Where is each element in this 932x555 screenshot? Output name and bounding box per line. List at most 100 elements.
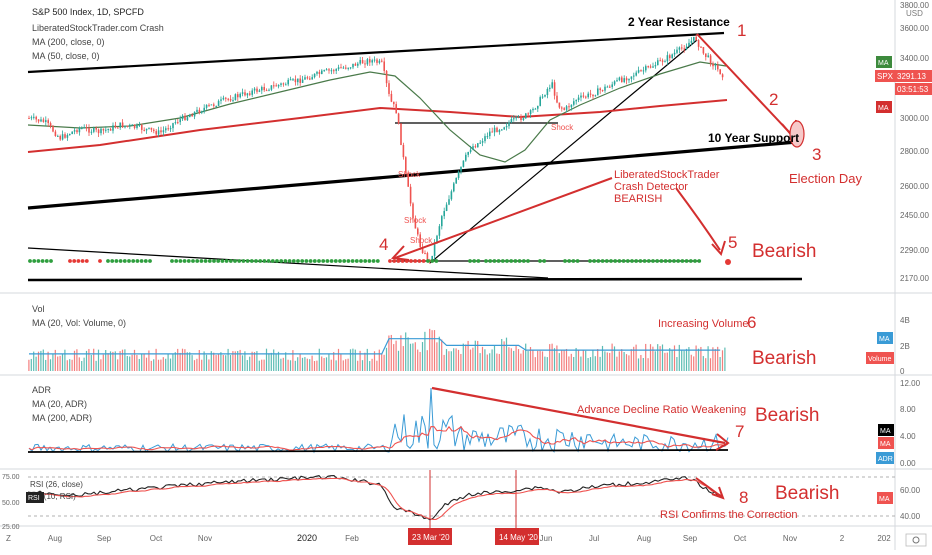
volume-bar — [169, 358, 172, 371]
volume-bar — [373, 351, 376, 371]
annotation-3: 3 — [812, 145, 821, 164]
candle-body — [93, 127, 95, 132]
volume-bar — [287, 359, 289, 371]
candle-body — [95, 127, 97, 130]
shock-label-2: Shock — [404, 216, 427, 225]
crash-dot — [563, 259, 567, 263]
volume-bar — [645, 343, 647, 371]
gear-icon[interactable] — [912, 536, 920, 544]
volume-bar — [383, 354, 385, 371]
candle-body — [273, 85, 275, 87]
timezone-corner[interactable]: Z — [6, 534, 11, 543]
candle-body — [138, 124, 141, 126]
candle-body — [174, 122, 177, 124]
candle-body — [673, 52, 676, 55]
candle-body — [306, 77, 309, 79]
volume-bar — [33, 351, 35, 371]
volume-bar — [717, 346, 719, 371]
candle-body — [289, 79, 292, 81]
candle-body — [136, 125, 138, 128]
crash-dot — [317, 259, 321, 263]
candle-body — [443, 211, 445, 217]
candle-body — [318, 71, 321, 74]
candle-body — [179, 119, 181, 123]
time-label: 202 — [877, 534, 891, 543]
volume-bar — [376, 360, 378, 371]
volume-bar — [541, 351, 544, 371]
candle-body — [121, 122, 124, 128]
volume-bar — [280, 358, 282, 371]
candle-body — [196, 109, 198, 112]
crash-dot — [484, 259, 488, 263]
volume-bar — [162, 357, 164, 371]
crash-dot — [697, 259, 702, 263]
volume-bar — [707, 346, 709, 371]
marker-1-badge — [408, 528, 452, 545]
candle-body — [155, 131, 157, 135]
price-tick-label: 2450.00 — [900, 211, 929, 220]
volume-badge-text: Volume — [868, 356, 891, 363]
candle-body — [465, 154, 467, 161]
candle-body — [71, 131, 73, 135]
candle-body — [568, 106, 570, 108]
volume-bar — [141, 353, 143, 371]
crash-dot — [237, 259, 242, 263]
price-unit: USD — [906, 9, 923, 18]
countdown: 03:51:53 — [897, 85, 929, 94]
crash-dot — [617, 259, 622, 263]
volume-bar — [301, 357, 304, 371]
candle-body — [333, 70, 335, 72]
volume-bar — [138, 358, 140, 371]
candle-body — [664, 61, 666, 63]
volume-bar — [630, 349, 632, 371]
volume-bar — [136, 355, 138, 371]
candle-body — [697, 40, 700, 47]
volume-bar — [441, 339, 443, 371]
crash-dot — [68, 259, 72, 263]
volume-bar — [570, 353, 572, 371]
volume-bar — [145, 357, 148, 371]
candle-body — [109, 128, 112, 131]
volume-bar — [505, 337, 508, 371]
volume-ma-label: MA (20, Vol: Volume, 0) — [32, 318, 126, 328]
candle-body — [234, 94, 237, 101]
candle-body — [301, 79, 304, 83]
crash-dot — [220, 259, 225, 263]
volume-bar — [323, 357, 325, 371]
candle-body — [441, 216, 443, 227]
settings-icon[interactable] — [905, 533, 927, 547]
crash-dot — [600, 259, 605, 263]
candle-body — [671, 54, 673, 59]
candle-body — [659, 60, 661, 62]
candle-body — [498, 129, 501, 133]
candle-body — [227, 98, 229, 100]
volume-bar — [297, 357, 299, 371]
candle-body — [633, 75, 635, 77]
detector-label-1: LiberatedStockTrader — [614, 169, 720, 181]
adr-badge — [876, 452, 894, 464]
volume-bar — [460, 353, 462, 371]
time-label: Sep — [97, 534, 112, 543]
candle-body — [457, 171, 460, 178]
candle-body — [203, 107, 205, 112]
volume-bar — [457, 349, 460, 371]
volume-bar — [227, 348, 229, 371]
candle-body — [141, 124, 143, 130]
volume-bar — [76, 349, 78, 371]
candle-body — [210, 104, 213, 106]
adr-ma-badge-1 — [878, 424, 894, 436]
candle-body — [253, 88, 256, 91]
volume-bar — [625, 354, 628, 371]
candle-body — [405, 157, 407, 173]
crash-dot — [224, 259, 229, 263]
candle-body — [61, 134, 64, 140]
candle-body — [702, 47, 705, 54]
crash-dot — [642, 259, 647, 263]
crash-dot — [396, 259, 401, 263]
crash-dot — [417, 259, 422, 263]
candle-body — [299, 78, 301, 83]
crash-dot — [604, 259, 609, 263]
volume-bar — [42, 349, 44, 371]
volume-bar — [90, 354, 92, 371]
candle-body — [481, 141, 484, 143]
